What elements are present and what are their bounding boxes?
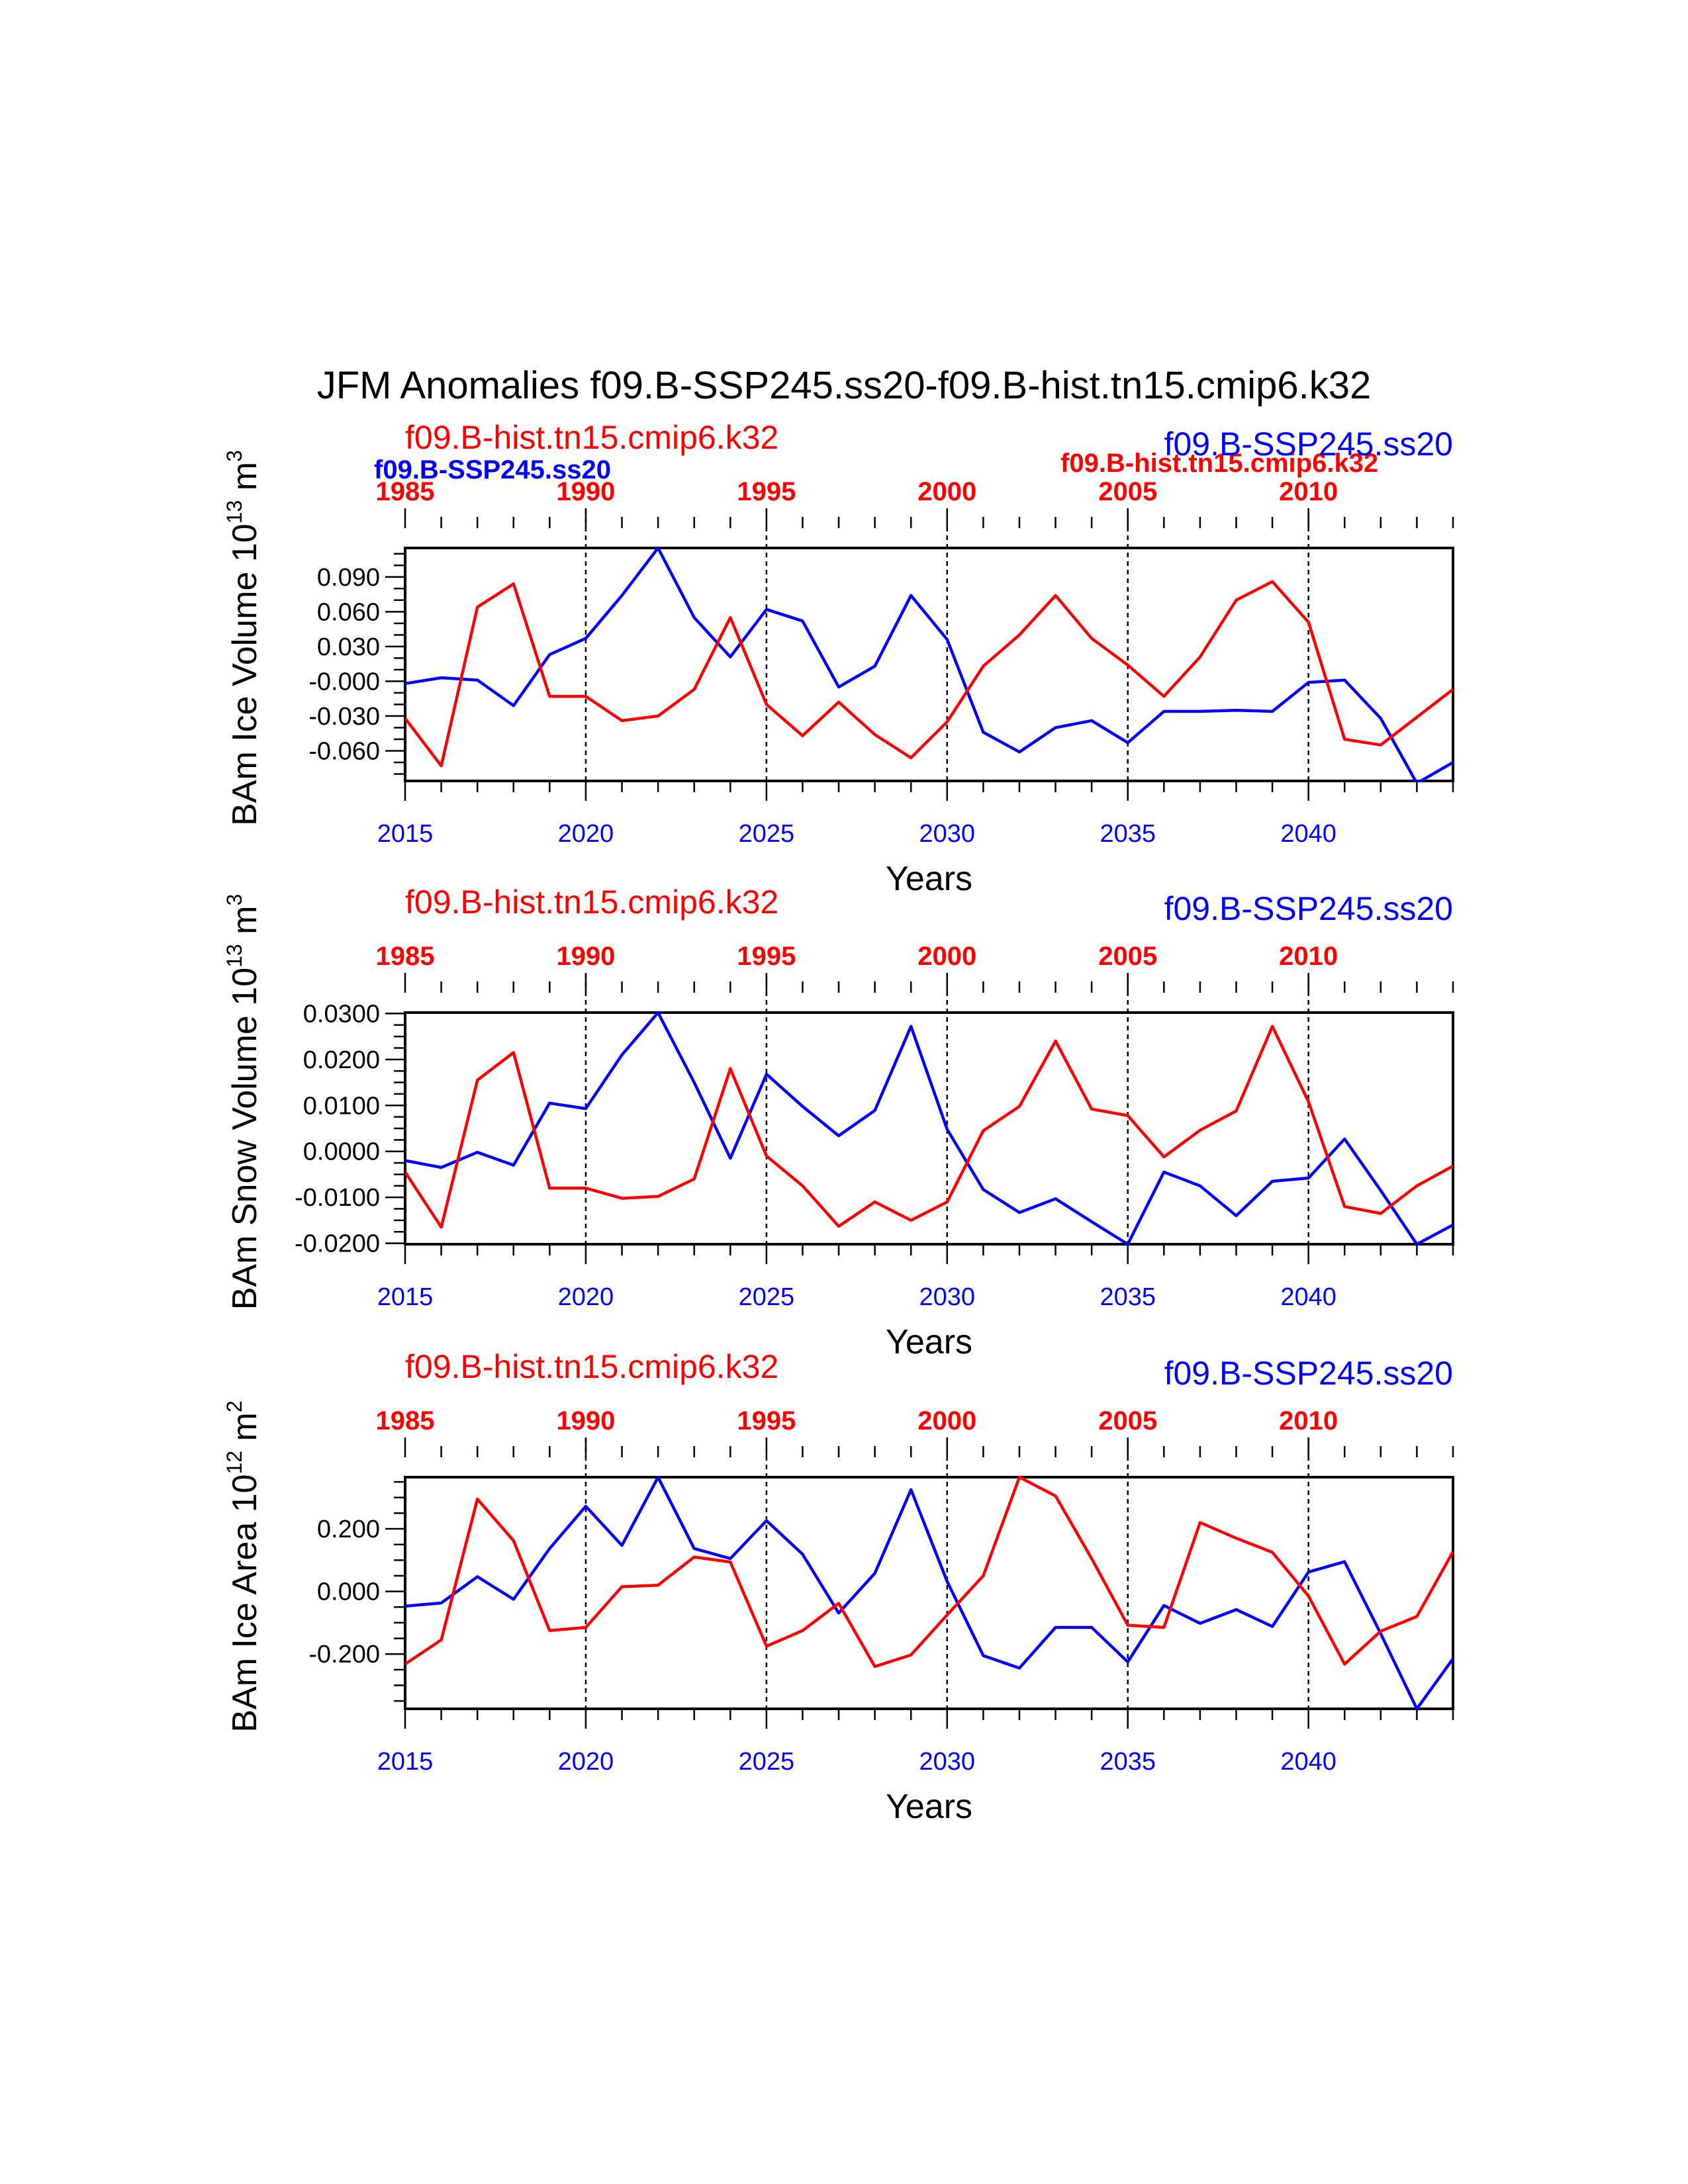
ytick-label: -0.200: [308, 1641, 380, 1668]
overlay-hist-label: f09.B-hist.tn15.cmip6.k32: [1060, 449, 1378, 478]
xtick-label-bottom: 2015: [377, 1283, 434, 1311]
xtick-label-top: 1995: [737, 942, 796, 971]
series-line-hist: [405, 580, 1453, 768]
panels: 0.090 0.060 0.030 -0.000 -0.030 -0.060 2015 202…: [222, 419, 1454, 1826]
ytick-label: 0.090: [317, 564, 380, 592]
ytick-label: 0.060: [317, 598, 380, 626]
series-line-ssp: [405, 1011, 1453, 1246]
xtick-label-bottom: 2040: [1280, 1748, 1336, 1776]
xtick-label-top: 2005: [1098, 477, 1157, 506]
xtick-label-bottom: 2040: [1280, 820, 1336, 848]
case-label-hist: f09.B-hist.tn15.cmip6.k32: [405, 884, 778, 921]
ytick-label: -0.0200: [295, 1230, 380, 1258]
y-axis-label-superscript: 3: [222, 894, 246, 906]
xtick-label-bottom: 2015: [377, 1748, 434, 1776]
xtick-label-bottom: 2025: [739, 1283, 795, 1311]
figure-title: JFM Anomalies f09.B-SSP245.ss20-f09.B-hi…: [317, 364, 1372, 407]
ytick-label: 0.0000: [303, 1138, 380, 1166]
xtick-label-top: 2010: [1279, 477, 1338, 506]
y-axis-label: BAm Snow Volume 1013 m3: [222, 894, 264, 1310]
xtick-label-bottom: 2035: [1100, 820, 1156, 848]
xtick-label-top: 2010: [1279, 942, 1338, 971]
xtick-label-top: 1985: [376, 942, 435, 971]
xtick-label-bottom: 2030: [919, 1283, 976, 1311]
y-axis-label-superscript: 2: [222, 1400, 246, 1412]
xtick-label-top: 1995: [737, 1406, 796, 1435]
ytick-label: 0.000: [317, 1578, 380, 1606]
ytick-label: 0.0300: [303, 1000, 380, 1028]
xtick-label-top: 1985: [376, 477, 435, 506]
xtick-label-bottom: 2030: [919, 1748, 976, 1776]
y-axis-label-text: m: [226, 906, 264, 944]
xtick-label-bottom: 2020: [558, 1748, 614, 1776]
case-label-ssp: f09.B-SSP245.ss20: [1164, 426, 1453, 463]
ytick-label: -0.000: [308, 668, 380, 696]
xtick-label-bottom: 2020: [558, 820, 614, 848]
ytick-label: -0.0100: [295, 1184, 380, 1212]
xtick-label-bottom: 2025: [739, 820, 795, 848]
xtick-label-top: 1990: [556, 942, 615, 971]
panel-1: 0.090 0.060 0.030 -0.000 -0.030 -0.060 2015 202…: [222, 419, 1454, 898]
y-axis-label: BAm Ice Area 1012 m2: [222, 1400, 264, 1732]
xtick-label-top: 2005: [1098, 942, 1157, 971]
xtick-label-bottom: 2015: [377, 820, 434, 848]
series-line-hist: [405, 1024, 1453, 1229]
overlay-ssp-label: f09.B-SSP245.ss20: [374, 455, 611, 484]
y-axis-label-text: m: [226, 1412, 264, 1451]
xtick-label-bottom: 2035: [1100, 1748, 1156, 1776]
x-axis-label: Years: [886, 860, 972, 898]
xtick-label-top: 1990: [556, 477, 615, 506]
ytick-label: -0.030: [308, 703, 380, 731]
xtick-label-bottom: 2025: [739, 1748, 795, 1776]
y-axis-label-text: BAm Ice Volume 10: [226, 523, 264, 826]
series-line-hist: [405, 1476, 1453, 1668]
xtick-label-bottom: 2020: [558, 1283, 614, 1311]
xtick-label-bottom: 2030: [919, 820, 976, 848]
xtick-label-top: 1990: [556, 1406, 615, 1435]
y-axis-label-superscript: 13: [222, 944, 246, 968]
xtick-label-top: 2010: [1279, 1406, 1338, 1435]
plot-frame: [404, 1476, 1454, 1710]
series-line-ssp: [405, 547, 1453, 782]
xtick-label-top: 1985: [376, 1406, 435, 1435]
y-axis-label-text: BAm Ice Area 10: [226, 1474, 264, 1732]
x-axis-label: Years: [886, 1788, 972, 1826]
ytick-label: 0.0200: [303, 1046, 380, 1074]
case-label-ssp: f09.B-SSP245.ss20: [1164, 1355, 1453, 1392]
case-label-hist: f09.B-hist.tn15.cmip6.k32: [405, 1348, 778, 1385]
xtick-label-top: 2000: [917, 1406, 976, 1435]
y-axis-label-superscript: 12: [222, 1451, 246, 1475]
y-axis-label-text: BAm Snow Volume 10: [226, 968, 264, 1310]
plot-frame: [404, 547, 1454, 782]
y-axis-label: BAm Ice Volume 1013 m3: [222, 450, 264, 826]
xtick-label-top: 2000: [917, 942, 976, 971]
xtick-label-top: 1995: [737, 477, 796, 506]
case-label-hist: f09.B-hist.tn15.cmip6.k32: [405, 419, 778, 456]
series-line-ssp: [405, 1476, 1453, 1710]
y-axis-label-superscript: 3: [222, 450, 246, 462]
xtick-label-bottom: 2040: [1280, 1283, 1336, 1311]
case-label-ssp: f09.B-SSP245.ss20: [1164, 890, 1453, 927]
ytick-label: 0.0100: [303, 1092, 380, 1120]
xtick-label-bottom: 2035: [1100, 1283, 1156, 1311]
xtick-label-top: 2005: [1098, 1406, 1157, 1435]
y-axis-label-text: m: [226, 462, 264, 500]
xtick-label-top: 2000: [917, 477, 976, 506]
ytick-label: -0.060: [308, 737, 380, 765]
x-axis-label: Years: [886, 1323, 972, 1361]
ytick-label: 0.030: [317, 633, 380, 661]
panel-3: 0.200 0.000 -0.200 2015 2020 2025 2030 2035 2040…: [222, 1348, 1454, 1826]
y-axis-label-superscript: 13: [222, 500, 246, 524]
panel-2: 0.0300 0.0200 0.0100 0.0000 -0.0100 -0.0200 20…: [222, 884, 1454, 1361]
ytick-label: 0.200: [317, 1516, 380, 1543]
